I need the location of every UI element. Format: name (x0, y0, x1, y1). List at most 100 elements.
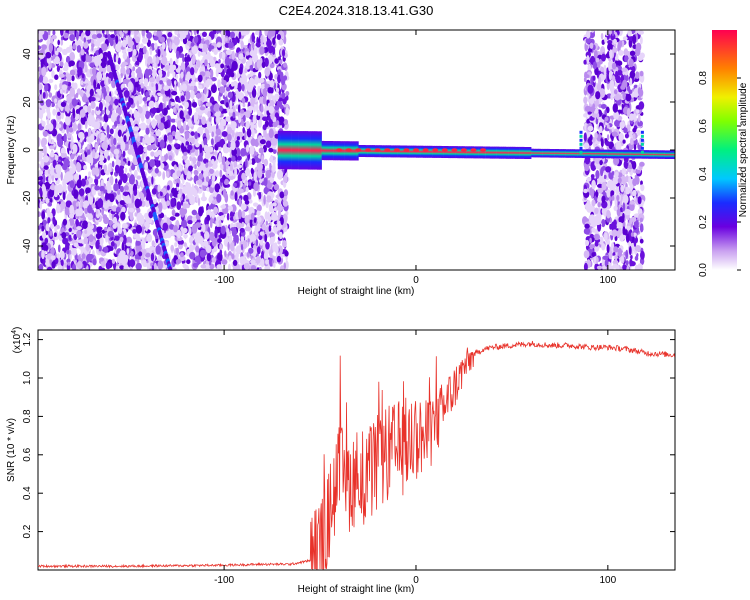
spectrogram-cell (68, 127, 74, 133)
spectrogram-cell (141, 240, 146, 250)
spectrogram-cell (221, 79, 227, 86)
spectrogram-cell (224, 56, 231, 66)
spectrogram-cell (213, 48, 218, 55)
spectrogram-cell (65, 73, 71, 78)
spectrogram-cell (253, 202, 259, 207)
spectrogram-cell (191, 216, 197, 223)
spectrogram-cell (219, 249, 223, 255)
spectrogram-cell (256, 210, 261, 216)
spectrogram-cell (104, 34, 108, 39)
spectrogram-cell (65, 171, 71, 178)
spectrogram-cell (185, 56, 192, 62)
spectrogram-cell (218, 219, 222, 227)
spectrogram-cell (185, 90, 191, 101)
spectrogram-cell (116, 144, 122, 150)
spectrogram-cell (150, 107, 157, 114)
spectrogram-cell (60, 112, 64, 120)
spectrogram-cell (204, 87, 207, 95)
spectrogram-cell (215, 67, 219, 78)
spectrogram-cell (624, 133, 629, 139)
spectrogram-cell (599, 236, 604, 245)
spectrogram-cell (583, 59, 587, 65)
spectrogram-cell (162, 171, 166, 181)
spectrogram-cell (175, 247, 180, 255)
spectrogram-cell (219, 243, 223, 251)
spectrogram-cell (196, 160, 201, 167)
spectrogram-cell (109, 175, 114, 186)
spectrogram-cell (63, 133, 67, 143)
spectrogram-cell (92, 150, 96, 158)
spectrogram-cell (177, 47, 184, 53)
spectrogram-cell (204, 263, 210, 270)
spectrogram-cell (94, 40, 101, 47)
spectrogram-cell (38, 163, 41, 168)
spectrogram-cell (171, 90, 178, 96)
spectrogram-cell (603, 170, 607, 176)
spectrogram-cell (238, 114, 241, 124)
spectrogram-cell (226, 86, 231, 92)
spectrogram-cell (218, 59, 221, 64)
spectrogram-cell (132, 48, 137, 56)
spectrogram-cell (92, 189, 96, 196)
spectrogram-cell (233, 215, 236, 221)
spectrogram-cell (237, 104, 241, 113)
spectrogram-cell (285, 260, 289, 270)
spectrogram-cell (226, 126, 233, 135)
spectrogram-cell (118, 227, 123, 234)
spectrogram-cell (229, 234, 233, 244)
spectrogram-cell (118, 167, 124, 178)
spectrogram-cell (80, 91, 84, 98)
spectrogram-cell (124, 30, 128, 34)
spectrogram-cell (42, 193, 46, 201)
spectrogram-cell (269, 232, 275, 237)
spectrogram-cell (50, 255, 56, 261)
spectrogram-cell (214, 63, 220, 69)
spectrogram-cell (278, 56, 281, 61)
spectrogram-cell (40, 58, 44, 69)
spectrogram-cell (139, 122, 147, 131)
spectrogram-cell (282, 62, 288, 68)
spectrogram-cell (187, 144, 193, 151)
spectrogram-cell (145, 30, 149, 34)
spectrogram-cell (185, 203, 190, 209)
spectrogram-cell (113, 183, 119, 192)
spectrogram-cell (229, 100, 233, 110)
spectrogram-cell (134, 81, 140, 88)
spectrogram-cell (629, 50, 636, 56)
spectrogram-cell (229, 108, 234, 113)
spectrogram-cell (231, 50, 235, 60)
spectrogram-cell (60, 30, 64, 36)
spectrogram-cell (225, 116, 232, 122)
spectrogram-cell (229, 205, 233, 212)
spectrogram-cell (215, 170, 220, 178)
spectrogram-cell (189, 251, 196, 260)
spectrogram-cell (235, 245, 242, 255)
spectrogram-cell (181, 155, 188, 160)
spectrogram-cell (51, 70, 55, 78)
spectrogram-cell (126, 47, 133, 53)
spectrogram-cell (216, 115, 221, 124)
spectrogram-cell (39, 94, 42, 101)
spectrogram-cell (198, 43, 204, 49)
spectrogram-cell (174, 242, 178, 247)
spectrogram-cell (73, 242, 79, 247)
spectrogram-cell (198, 84, 203, 89)
spectrogram-cell (38, 109, 41, 115)
spectrogram-cell (153, 62, 157, 69)
spectrogram-cell (250, 138, 257, 146)
spectrogram-cell (121, 222, 128, 229)
spectrogram-cell (266, 39, 272, 48)
spectrogram-cell (218, 188, 222, 194)
spectrogram-cell (181, 219, 187, 229)
spectrogram-cell (122, 234, 127, 245)
spectrogram-cell (269, 99, 275, 107)
spectrogram-cell (173, 164, 177, 170)
spectrogram-cell (228, 263, 231, 270)
spectrogram-cell (122, 150, 126, 158)
spectrogram-cell (198, 172, 204, 180)
spectrogram-cell (177, 193, 182, 199)
spectrogram-cell (640, 184, 645, 192)
spectrogram-cell (153, 36, 159, 41)
spectrogram-cell (100, 61, 107, 69)
spectrogram-cell (86, 154, 93, 164)
